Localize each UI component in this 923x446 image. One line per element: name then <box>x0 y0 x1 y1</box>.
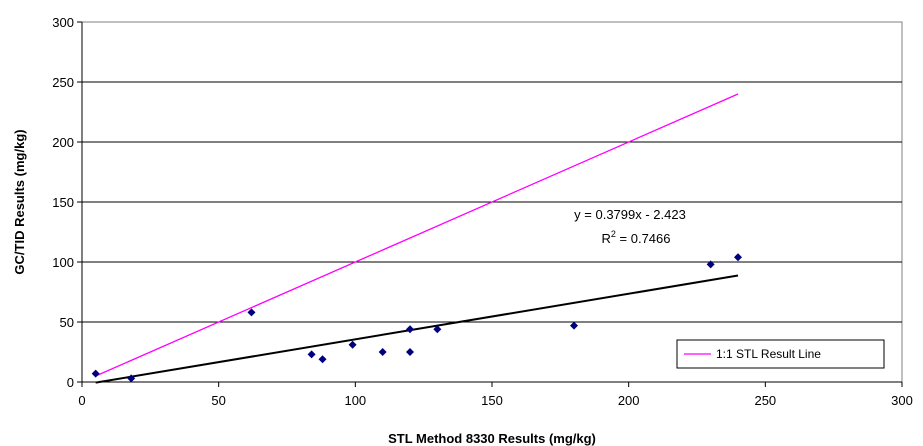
r-squared-value: = 0.7466 <box>616 231 671 246</box>
r-squared-letter: R <box>602 231 611 246</box>
linear-trendline <box>95 274 739 384</box>
data-points <box>91 253 742 383</box>
data-point <box>127 374 136 383</box>
y-axis-ticks: 0 50 100 150 200 250 300 <box>52 15 83 390</box>
y-tick-label: 100 <box>52 255 74 270</box>
y-tick-label: 200 <box>52 135 74 150</box>
x-tick-label: 200 <box>618 393 640 408</box>
data-point <box>348 340 357 349</box>
y-tick-label: 250 <box>52 75 74 90</box>
y-tick-label: 0 <box>67 375 74 390</box>
x-tick-label: 50 <box>211 393 225 408</box>
series-lines <box>95 93 739 384</box>
data-point <box>706 260 715 269</box>
legend-label-one-to-one: 1:1 STL Result Line <box>716 347 821 361</box>
x-tick-label: 150 <box>481 393 503 408</box>
data-point <box>318 355 327 364</box>
data-point <box>91 369 100 378</box>
r-squared-label: R2 = 0.7466 <box>602 229 671 246</box>
x-axis-ticks: 0 50 100 150 200 250 300 <box>78 381 913 408</box>
data-point <box>378 348 387 356</box>
data-point <box>570 321 578 330</box>
x-tick-label: 0 <box>78 393 85 408</box>
r-squared-superscript: 2 <box>611 229 616 239</box>
legend-box <box>676 339 885 369</box>
data-point <box>406 325 414 334</box>
data-point <box>406 348 414 356</box>
data-point <box>247 308 256 317</box>
one-to-one-line <box>95 93 739 377</box>
x-axis-title: STL Method 8330 Results (mg/kg) <box>388 431 596 446</box>
y-tick-label: 150 <box>52 195 74 210</box>
legend: 1:1 STL Result Line <box>676 339 885 369</box>
data-point <box>734 253 742 262</box>
trendline-equation: y = 0.3799x - 2.423 <box>574 207 686 222</box>
data-point <box>433 325 442 334</box>
y-tick-label: 50 <box>60 315 74 330</box>
x-tick-label: 300 <box>891 393 913 408</box>
y-axis-title: GC/TID Results (mg/kg) <box>12 129 27 274</box>
x-tick-label: 250 <box>754 393 776 408</box>
data-point <box>307 350 316 359</box>
x-tick-label: 100 <box>344 393 366 408</box>
y-tick-label: 300 <box>52 15 74 30</box>
